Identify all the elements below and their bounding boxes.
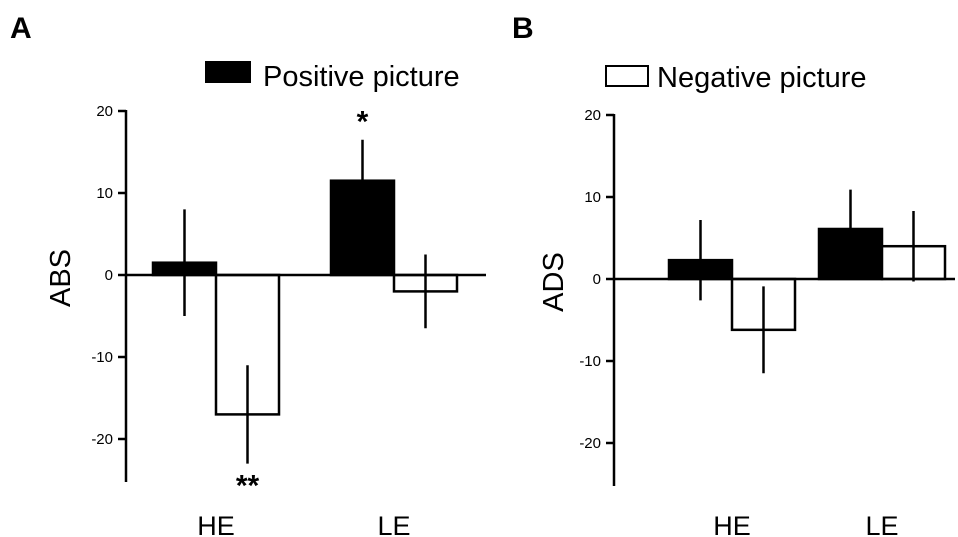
panel-b-y-axis-title: ADS — [538, 252, 570, 312]
y-tick-label: 20 — [96, 103, 113, 120]
legend-label-negative: Negative picture — [657, 62, 867, 94]
legend: Positive picture Negative picture — [205, 61, 867, 94]
panel-b-chart: 20 10 0 -10 -20 HE LE — [579, 107, 955, 537]
legend-label-positive: Positive picture — [263, 61, 460, 93]
y-tick-label: 0 — [593, 271, 601, 288]
panel-letter-a: A — [10, 12, 32, 45]
category-label-le: LE — [865, 511, 898, 537]
legend-swatch-positive — [205, 61, 251, 83]
y-tick-label: -20 — [91, 431, 113, 448]
y-tick-label: -20 — [579, 435, 601, 452]
y-tick-label: -10 — [579, 353, 601, 370]
significance-marker: * — [357, 106, 369, 139]
panel-letter-b: B — [512, 12, 534, 45]
y-tick-label: -10 — [91, 349, 113, 366]
y-tick-label: 10 — [584, 189, 601, 206]
category-label-he: HE — [713, 511, 751, 537]
significance-marker: ** — [236, 470, 260, 503]
y-tick-label: 0 — [105, 267, 113, 284]
category-label-le: LE — [377, 511, 410, 537]
y-tick-label: 10 — [96, 185, 113, 202]
panel-a-y-axis-title: ABS — [45, 249, 77, 307]
y-tick-label: 20 — [584, 107, 601, 124]
category-label-he: HE — [197, 511, 235, 537]
legend-swatch-negative — [605, 65, 649, 87]
